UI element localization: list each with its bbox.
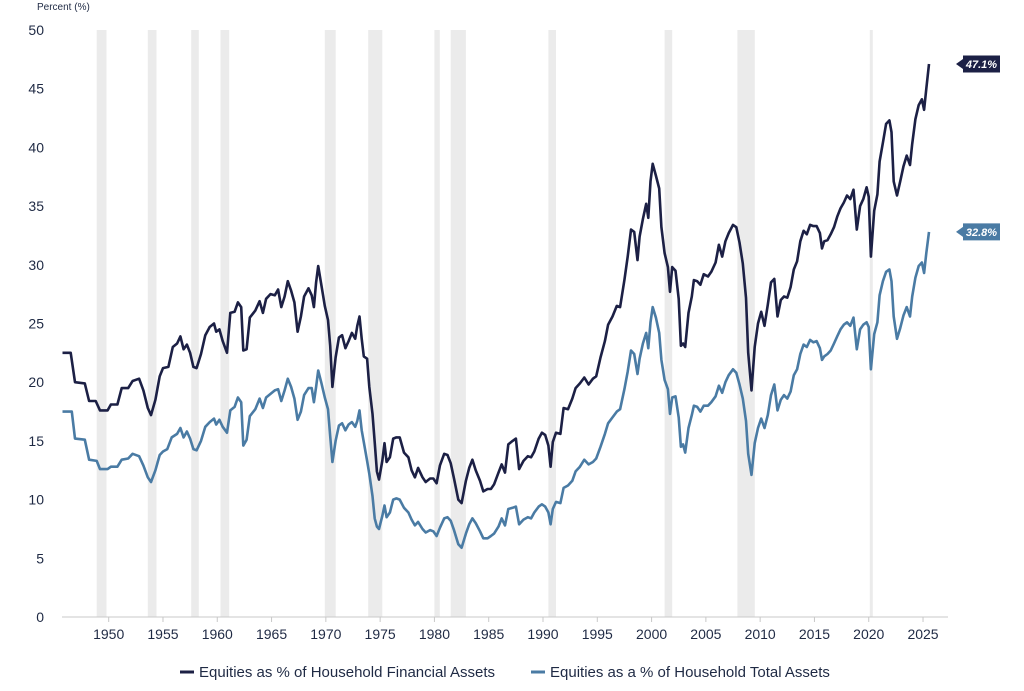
x-tick-label: 1960 — [202, 626, 233, 642]
recession-band-7 — [450, 30, 466, 617]
y-tick-label: 25 — [28, 316, 44, 332]
legend: Equities as % of Household Financial Ass… — [180, 664, 830, 681]
y-tick-label: 15 — [28, 433, 44, 449]
x-tick-label: 1965 — [256, 626, 287, 642]
x-tick-label: 2005 — [690, 626, 721, 642]
legend-label-0: Equities as % of Household Financial Ass… — [199, 664, 495, 681]
y-tick-label: 40 — [28, 139, 44, 155]
end-label-1: 32.8% — [956, 223, 1000, 241]
y-tick-label: 0 — [36, 609, 44, 625]
x-tick-label: 2000 — [636, 626, 667, 642]
recession-band-9 — [664, 30, 673, 617]
series-line-1 — [62, 231, 931, 549]
x-tick-label: 2015 — [799, 626, 830, 642]
y-tick-label: 10 — [28, 492, 44, 508]
x-tick-label: 1985 — [473, 626, 504, 642]
x-tick-label: 2025 — [907, 626, 938, 642]
y-tick-label: 50 — [28, 22, 44, 38]
recession-band-1 — [147, 30, 157, 617]
x-tick-label: 1970 — [310, 626, 341, 642]
x-tick-label: 1990 — [527, 626, 558, 642]
end-label-badge — [956, 223, 1000, 241]
end-label-0: 47.1% — [956, 55, 1000, 73]
y-tick-label: 45 — [28, 81, 44, 97]
y-tick-label: 35 — [28, 198, 44, 214]
end-label-text: 32.8% — [966, 227, 997, 239]
end-label-text: 47.1% — [965, 59, 997, 71]
recession-band-0 — [96, 30, 107, 617]
legend-label-1: Equities as a % of Household Total Asset… — [550, 664, 830, 681]
series-lines — [62, 63, 931, 549]
x-tick-label: 1950 — [93, 626, 124, 642]
x-axis-ticks: 1950 1955 1960 1965 1970 1975 1980 1985 1990 1995… — [93, 617, 939, 642]
y-axis-title: Percent (%) — [37, 2, 90, 13]
recession-band-2 — [191, 30, 199, 617]
x-tick-label: 1980 — [419, 626, 450, 642]
x-tick-label: 1955 — [147, 626, 178, 642]
y-tick-label: 20 — [28, 374, 44, 390]
end-value-labels: 47.1% 32.8% — [956, 55, 1000, 241]
recession-band-3 — [220, 30, 230, 617]
recession-band-8 — [548, 30, 556, 617]
recession-band-6 — [434, 30, 440, 617]
y-tick-label: 5 — [36, 550, 44, 566]
end-label-badge — [956, 55, 1000, 73]
x-tick-label: 2020 — [853, 626, 884, 642]
y-axis-ticks: 0 5 10 15 20 25 30 35 40 45 50 — [28, 22, 44, 625]
recession-band-4 — [324, 30, 336, 617]
x-tick-label: 1995 — [582, 626, 613, 642]
x-tick-label: 2010 — [745, 626, 776, 642]
x-tick-label: 1975 — [365, 626, 396, 642]
recession-band-11 — [869, 30, 873, 617]
y-tick-label: 30 — [28, 257, 44, 273]
series-line-0 — [62, 63, 931, 505]
recession-band-5 — [368, 30, 383, 617]
